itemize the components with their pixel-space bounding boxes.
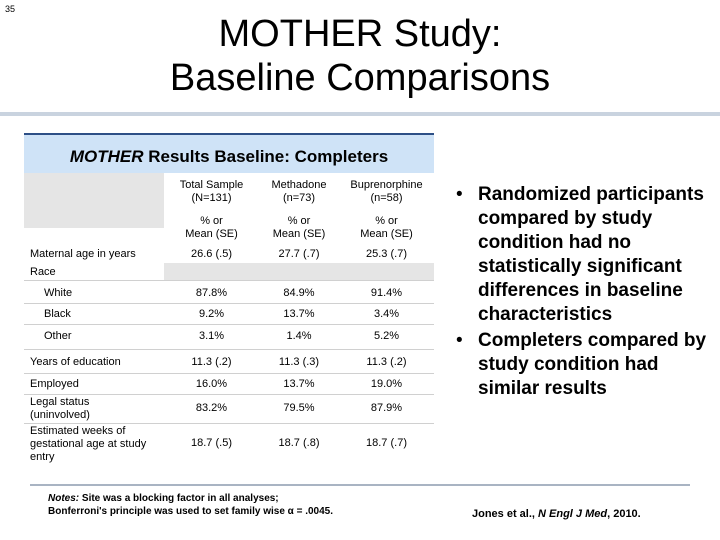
footer-divider (30, 484, 690, 486)
slide-number: 35 (5, 4, 16, 14)
cell-value: 87.8% (195, 287, 228, 299)
label-line: Estimated weeks of (30, 425, 126, 437)
footnote-line-1: Notes: Site was a blocking factor in all… (48, 492, 428, 505)
col-header-total: Total Sample (N=131) (169, 179, 254, 205)
cell-value: 13.7% (283, 378, 315, 390)
label-line: (uninvolved) (30, 409, 90, 421)
row-label-white: White (44, 287, 73, 299)
col-n: (n=58) (370, 192, 403, 204)
cell-value: 87.9% (370, 402, 403, 414)
row-divider (24, 373, 434, 374)
slide-title: MOTHER Study: Baseline Comparisons (150, 12, 570, 100)
citation-authors: Jones et al., (472, 508, 539, 520)
cell-value: 25.3 (.7) (366, 248, 407, 260)
notes-text: Site was a blocking factor in all analys… (79, 493, 279, 504)
results-table: Total Sample (N=131) Methadone (n=73) Bu… (24, 173, 434, 466)
cell-value: 18.7 (.8) (278, 437, 320, 449)
stat-label: Mean (SE) (272, 228, 326, 240)
cell-value: 79.5% (283, 402, 315, 414)
title-divider (0, 112, 720, 116)
table-header-blank (24, 173, 164, 228)
row-label-education: Years of education (30, 356, 121, 368)
race-band (164, 263, 434, 280)
row-divider (24, 303, 434, 304)
panel-title-study: MOTHER (69, 147, 144, 166)
stat-label: Mean (SE) (360, 228, 413, 240)
row-divider (24, 324, 434, 325)
label-line: entry (30, 451, 55, 463)
bullet-dot: • (456, 330, 463, 351)
row-divider (24, 349, 434, 350)
bullet-item: • Randomized participants compared by st… (456, 183, 718, 327)
panel-title: MOTHER Results Baseline: Completers (24, 147, 434, 167)
cell-value: 11.3 (.3) (278, 356, 320, 368)
cell-value: 84.9% (283, 287, 315, 299)
stat-label: Mean (SE) (185, 228, 238, 240)
col-n: (N=131) (191, 192, 232, 204)
cell-value: 18.7 (.7) (366, 437, 407, 449)
row-divider (24, 280, 434, 281)
row-divider (24, 394, 434, 395)
footnote: Notes: Site was a blocking factor in all… (48, 492, 428, 518)
stat-label: % or (287, 215, 311, 227)
cell-value: 3.1% (198, 330, 225, 342)
title-line-1: MOTHER Study: (218, 13, 502, 55)
col-name: Buprenorphine (350, 179, 423, 191)
cell-value: 26.6 (.5) (191, 248, 232, 260)
cell-value: 11.3 (.2) (366, 356, 407, 368)
citation: Jones et al., N Engl J Med, 2010. (472, 508, 702, 520)
row-label-employed: Employed (30, 378, 79, 390)
col-header-buprenorphine: Buprenorphine (n=58) (339, 179, 434, 205)
bullet-item: • Completers compared by study condition… (456, 329, 718, 401)
row-label-gestational: Estimated weeks of gestational age at st… (30, 425, 165, 464)
citation-journal: N Engl J Med (538, 508, 608, 520)
row-divider (24, 423, 434, 424)
cell-value: 83.2% (195, 402, 228, 414)
stat-label: % or (200, 215, 223, 227)
panel-title-rest: Results Baseline: Completers (143, 147, 389, 166)
col-n: (n=73) (282, 192, 316, 204)
label-line: Legal status (30, 396, 90, 408)
cell-value: 27.7 (.7) (278, 248, 320, 260)
row-label-race: Race (30, 266, 56, 278)
footnote-line-2: Bonferroni's principle was used to set f… (48, 506, 334, 517)
bullet-list: • Randomized participants compared by st… (456, 183, 718, 403)
cell-value: 3.4% (373, 308, 400, 320)
row-label-black: Black (44, 308, 71, 320)
col-header-methadone: Methadone (n=73) (259, 179, 339, 205)
cell-value: 16.0% (195, 378, 228, 390)
col-name: Methadone (271, 179, 327, 191)
stat-header-buprenorphine: % or Mean (SE) (339, 215, 434, 241)
panel-header: MOTHER Results Baseline: Completers (24, 133, 434, 173)
cell-value: 11.3 (.2) (191, 356, 232, 368)
bullet-text: Randomized participants compared by stud… (478, 184, 704, 325)
cell-value: 18.7 (.5) (191, 437, 232, 449)
cell-value: 91.4% (370, 287, 403, 299)
bullet-dot: • (456, 184, 463, 205)
stat-header-methadone: % or Mean (SE) (259, 215, 339, 241)
cell-value: 13.7% (283, 308, 315, 320)
citation-year: , 2010. (607, 508, 641, 520)
col-name: Total Sample (179, 179, 244, 191)
cell-value: 9.2% (198, 308, 225, 320)
stat-header-total: % or Mean (SE) (169, 215, 254, 241)
cell-value: 19.0% (370, 378, 403, 390)
row-label-other: Other (44, 330, 72, 342)
row-label-legal: Legal status (uninvolved) (30, 396, 165, 422)
cell-value: 5.2% (373, 330, 400, 342)
cell-value: 1.4% (286, 330, 312, 342)
results-panel: MOTHER Results Baseline: Completers Tota… (24, 133, 434, 466)
title-line-2: Baseline Comparisons (169, 57, 551, 99)
label-line: gestational age at study (30, 438, 147, 450)
notes-label: Notes: (48, 493, 80, 504)
stat-label: % or (375, 215, 398, 227)
bullet-text: Completers compared by study condition h… (478, 330, 707, 399)
row-label-maternal-age: Maternal age in years (30, 248, 136, 260)
